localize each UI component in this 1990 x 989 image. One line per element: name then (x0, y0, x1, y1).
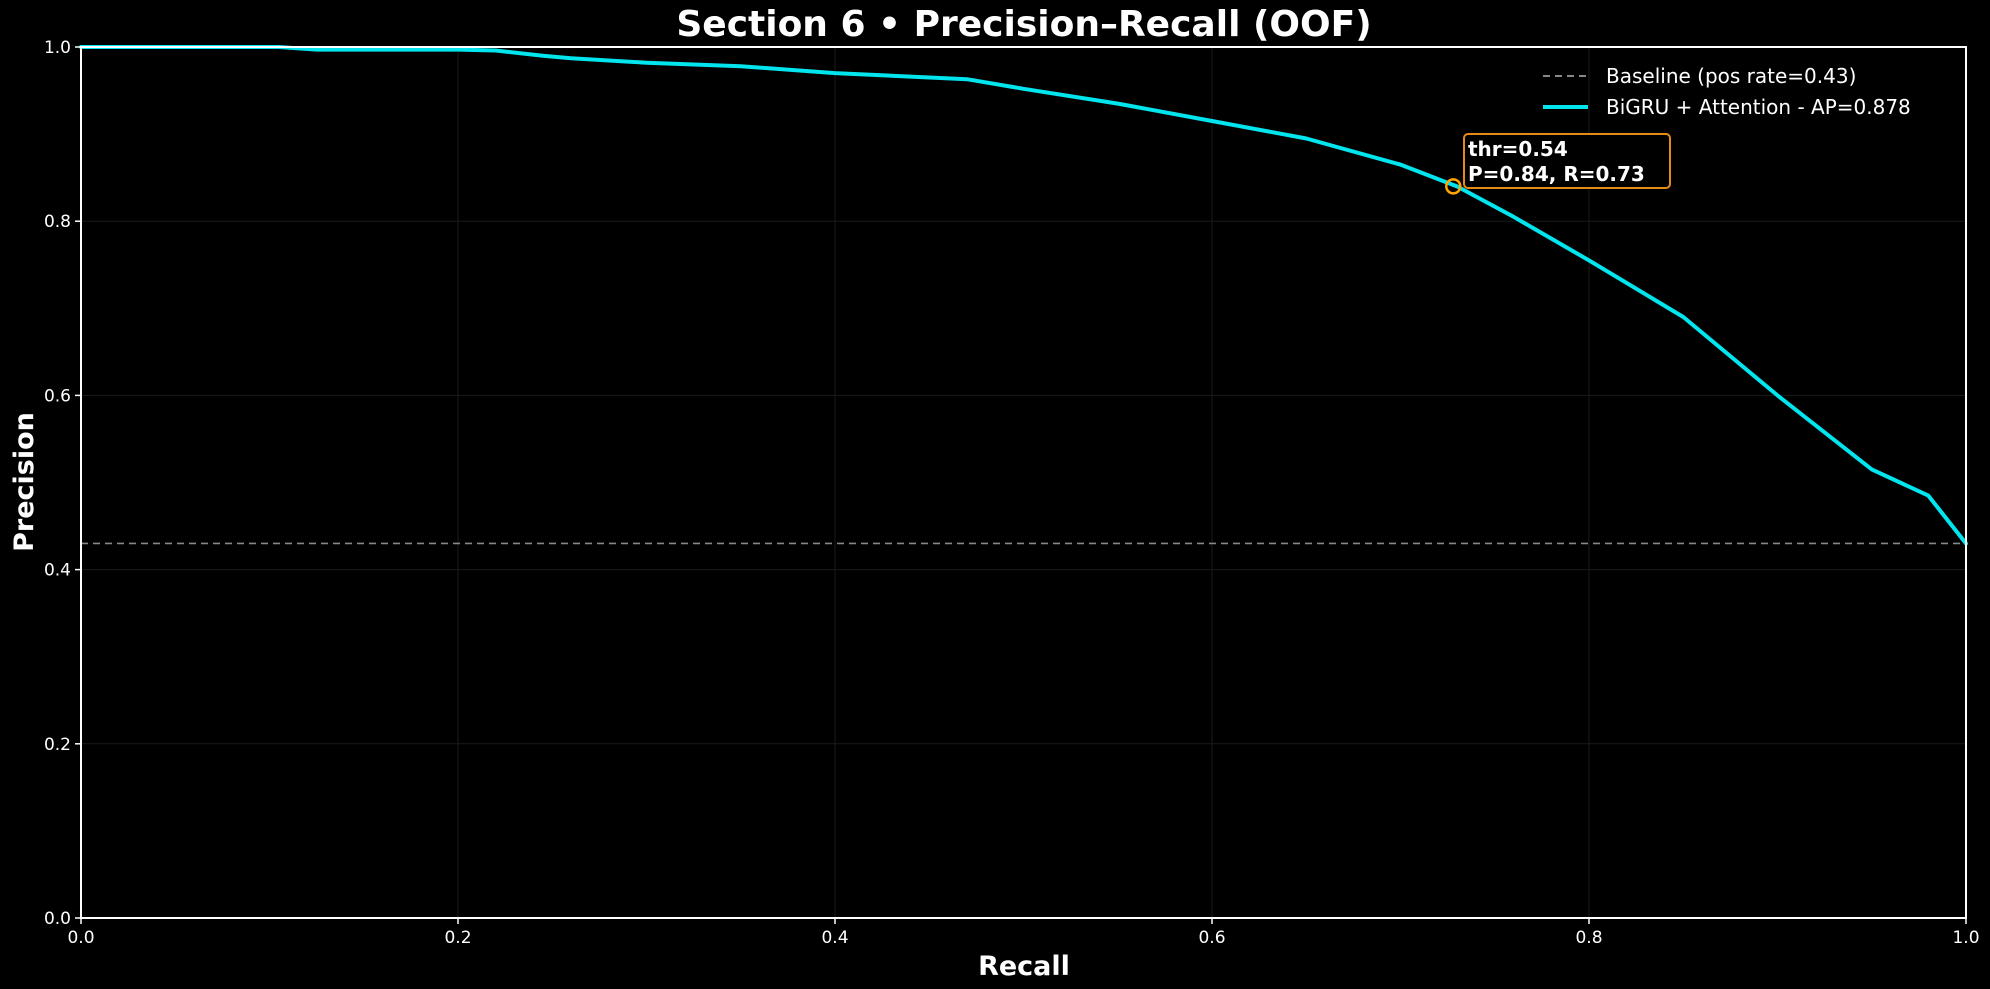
y-tick-label: 0.2 (44, 735, 71, 755)
x-tick-label: 0.0 (67, 928, 94, 948)
x-tick-label: 0.2 (444, 928, 471, 948)
annotation-box (1463, 133, 1671, 189)
legend-baseline-label: Baseline (pos rate=0.43) (1606, 64, 1856, 88)
plot-frame (80, 46, 1967, 919)
y-tick-label: 1.0 (44, 38, 71, 58)
annotation-line2: P=0.84, R=0.73 (1468, 162, 1645, 186)
x-tick-label: 0.8 (1575, 928, 1602, 948)
series-line (79, 45, 1968, 546)
y-tick-label: 0.8 (44, 212, 71, 232)
x-axis-label: Recall (978, 951, 1070, 982)
y-axis-label: Precision (9, 412, 40, 552)
y-ticks: 0.0 0.2 0.4 0.6 0.8 1.0 (44, 38, 81, 929)
y-tick-label: 0.4 (44, 561, 71, 581)
y-tick-label: 0.0 (44, 909, 71, 929)
x-tick-label: 1.0 (1952, 928, 1979, 948)
threshold-marker (1445, 178, 1462, 195)
annotation-line1: thr=0.54 (1468, 137, 1568, 161)
chart-title: Section 6 • Precision–Recall (OOF) (676, 4, 1371, 45)
legend: Baseline (pos rate=0.43) BiGRU + Attenti… (1543, 64, 1911, 119)
y-tick-label: 0.6 (44, 386, 71, 406)
series-layer (79, 45, 1968, 546)
x-ticks: 0.0 0.2 0.4 0.6 0.8 1.0 (67, 918, 1980, 948)
x-tick-label: 0.4 (821, 928, 848, 948)
annotation-layer: thr=0.54 P=0.84, R=0.73 (1445, 133, 1671, 195)
legend-series-label: BiGRU + Attention - AP=0.878 (1606, 95, 1911, 119)
x-tick-label: 0.6 (1198, 928, 1225, 948)
